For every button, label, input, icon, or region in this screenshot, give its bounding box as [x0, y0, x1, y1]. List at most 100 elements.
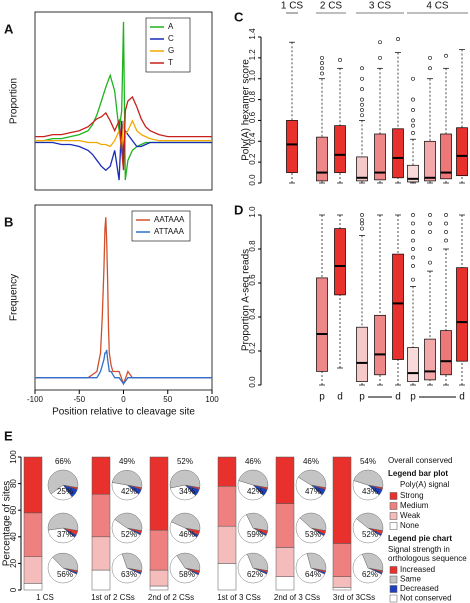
y-tick-label: 0.0 — [248, 376, 257, 388]
pie-slice — [238, 469, 269, 488]
legend-box — [131, 210, 191, 242]
pie-slice — [247, 552, 269, 571]
legend-label: ATTAAA — [154, 227, 185, 236]
outlier — [428, 55, 432, 60]
legend-label: Strong — [400, 491, 424, 500]
outlier — [320, 66, 324, 71]
plot-frame — [34, 11, 213, 191]
legend-label: Weak — [400, 511, 421, 520]
outlier — [360, 102, 364, 107]
pie-slice — [111, 553, 141, 584]
bar-segment — [91, 456, 111, 495]
outlier — [444, 213, 448, 217]
x-label: p — [319, 392, 325, 403]
pie-pct: 53% — [305, 530, 321, 539]
box — [374, 314, 386, 376]
box — [424, 338, 436, 381]
bar-segment — [275, 456, 295, 504]
x-tick-label: 100 — [205, 395, 219, 404]
box — [440, 330, 452, 376]
y-tick-label: 0.0 — [248, 174, 257, 186]
x-label: d — [459, 392, 465, 403]
outlier — [428, 247, 432, 251]
pie-pct: 25% — [57, 487, 73, 496]
outlier — [378, 55, 382, 60]
pie-slice — [246, 512, 269, 531]
series-line — [35, 119, 212, 151]
bar-segment — [332, 587, 352, 591]
pie-pct: 52% — [121, 530, 137, 539]
pie-pct: 56% — [57, 570, 73, 579]
outlier — [320, 61, 324, 65]
legend-swatch — [389, 522, 398, 530]
y-tick-label: 60 — [9, 505, 18, 514]
box — [334, 228, 346, 296]
legend-label: G — [168, 46, 174, 55]
bar-segment — [332, 456, 352, 544]
legend-label: T — [168, 58, 173, 67]
x-tick-label: 1st of 3 CSs — [217, 593, 261, 602]
series-line — [35, 95, 212, 171]
outlier — [411, 131, 415, 135]
y-tick-label: 100 — [9, 450, 18, 464]
outlier — [411, 255, 415, 260]
pie-slice — [306, 552, 327, 571]
outlier — [378, 40, 382, 45]
x-tick-label: 0 — [121, 395, 126, 404]
outlier — [338, 58, 342, 62]
pie-pct: 58% — [179, 570, 195, 579]
bar-segment — [275, 503, 295, 548]
pie-pct: 52% — [362, 530, 378, 539]
pie-pct: 62% — [247, 570, 263, 579]
series-line — [35, 217, 212, 386]
group-label: 1 CS — [281, 1, 304, 12]
group-label: 2 CS — [320, 1, 343, 12]
x-tick-label: 3rd of 3CSs — [333, 593, 375, 602]
outlier — [444, 221, 448, 226]
pie-slice — [114, 512, 143, 531]
box — [356, 156, 368, 182]
y-tick-label: 1.0 — [248, 70, 257, 82]
legend-text: Overall conserved — [388, 456, 452, 465]
pie-pct: 46% — [179, 530, 195, 539]
box — [440, 133, 452, 180]
bar-segment — [275, 547, 295, 577]
y-tick-label: 1.4 — [248, 28, 257, 40]
x-axis-label: Position relative to cleavage site — [52, 407, 195, 418]
legend-label: A — [168, 22, 174, 31]
outlier — [360, 218, 364, 223]
overall-pct: 54% — [360, 457, 376, 466]
x-tick-label: -50 — [73, 395, 85, 404]
legend-swatch — [389, 502, 398, 510]
outlier — [411, 238, 415, 243]
pie-slice — [295, 553, 325, 584]
outlier — [411, 108, 415, 112]
legend-subtitle: Signal strength in — [388, 545, 450, 554]
outlier — [360, 66, 364, 71]
outlier — [411, 277, 415, 282]
outlier — [360, 97, 364, 102]
box — [407, 164, 419, 183]
legend-label: None — [400, 521, 420, 530]
bar-segment — [217, 456, 237, 487]
legend-label: AATAAA — [154, 215, 185, 224]
pie-slice — [111, 470, 143, 488]
bar-segment — [217, 486, 237, 527]
pie-slice — [352, 480, 380, 501]
outlier — [428, 213, 432, 217]
bar-segment — [149, 529, 169, 571]
y-tick-label: 0.4 — [248, 132, 257, 144]
outlier — [444, 53, 448, 58]
pie-slice — [352, 553, 382, 584]
pie-slice — [47, 527, 75, 544]
y-tick-label: 1.2 — [248, 49, 257, 61]
legend-label: C — [168, 34, 174, 43]
box — [407, 347, 419, 382]
x-tick-label: 50 — [163, 395, 172, 404]
legend-swatch — [389, 566, 398, 574]
bar-segment — [23, 512, 43, 557]
box — [334, 125, 346, 173]
pie-pct: 34% — [179, 487, 195, 496]
box — [392, 253, 404, 360]
